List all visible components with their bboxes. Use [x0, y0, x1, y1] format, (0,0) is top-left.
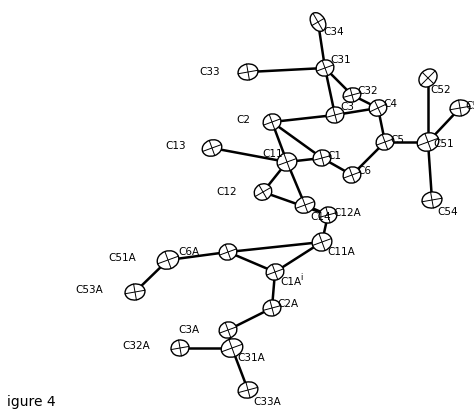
- Text: C2A: C2A: [277, 299, 298, 309]
- Ellipse shape: [376, 134, 394, 150]
- Ellipse shape: [157, 251, 179, 269]
- Text: C32A: C32A: [122, 341, 150, 351]
- Ellipse shape: [277, 153, 297, 171]
- Text: C33A: C33A: [253, 397, 281, 407]
- Ellipse shape: [125, 284, 145, 300]
- Text: C1A: C1A: [280, 277, 301, 287]
- Ellipse shape: [238, 64, 258, 80]
- Ellipse shape: [419, 69, 437, 87]
- Text: C2: C2: [236, 115, 250, 125]
- Ellipse shape: [221, 339, 243, 357]
- Ellipse shape: [450, 100, 470, 116]
- Text: C52: C52: [430, 85, 451, 95]
- Ellipse shape: [263, 300, 281, 316]
- Ellipse shape: [312, 233, 332, 251]
- Ellipse shape: [219, 322, 237, 338]
- Text: C53: C53: [465, 101, 474, 111]
- Ellipse shape: [263, 114, 281, 130]
- Text: C6: C6: [357, 166, 371, 176]
- Ellipse shape: [254, 184, 272, 200]
- Ellipse shape: [238, 382, 258, 398]
- Text: C6A: C6A: [179, 247, 200, 257]
- Text: C11A: C11A: [327, 247, 355, 257]
- Ellipse shape: [171, 340, 189, 356]
- Ellipse shape: [313, 150, 331, 166]
- Ellipse shape: [202, 140, 222, 156]
- Text: C51A: C51A: [108, 253, 136, 263]
- Text: C31A: C31A: [237, 353, 265, 363]
- Text: C1: C1: [327, 151, 341, 161]
- Ellipse shape: [310, 13, 326, 31]
- Text: C5: C5: [390, 135, 404, 145]
- Text: C14: C14: [310, 212, 331, 222]
- Ellipse shape: [219, 244, 237, 260]
- Ellipse shape: [343, 88, 361, 102]
- Text: C4: C4: [383, 99, 397, 109]
- Ellipse shape: [266, 264, 284, 280]
- Ellipse shape: [316, 60, 334, 76]
- Text: C12: C12: [216, 187, 237, 197]
- Text: C13: C13: [165, 141, 186, 151]
- Ellipse shape: [369, 100, 387, 116]
- Text: C53A: C53A: [75, 285, 103, 295]
- Text: C33: C33: [200, 67, 220, 77]
- Text: C51: C51: [433, 139, 454, 149]
- Text: C54: C54: [437, 207, 457, 217]
- Text: C11: C11: [263, 149, 283, 159]
- Text: C3: C3: [340, 102, 354, 112]
- Ellipse shape: [326, 107, 344, 123]
- Ellipse shape: [343, 167, 361, 183]
- Text: C12A: C12A: [333, 208, 361, 218]
- Text: C31: C31: [330, 55, 351, 65]
- Text: C32: C32: [357, 86, 378, 96]
- Text: C34: C34: [323, 27, 344, 37]
- Text: igure 4: igure 4: [7, 395, 55, 409]
- Ellipse shape: [319, 207, 337, 223]
- Ellipse shape: [417, 133, 439, 151]
- Ellipse shape: [295, 197, 315, 213]
- Ellipse shape: [422, 192, 442, 208]
- Text: i: i: [300, 272, 302, 282]
- Text: C3A: C3A: [179, 325, 200, 335]
